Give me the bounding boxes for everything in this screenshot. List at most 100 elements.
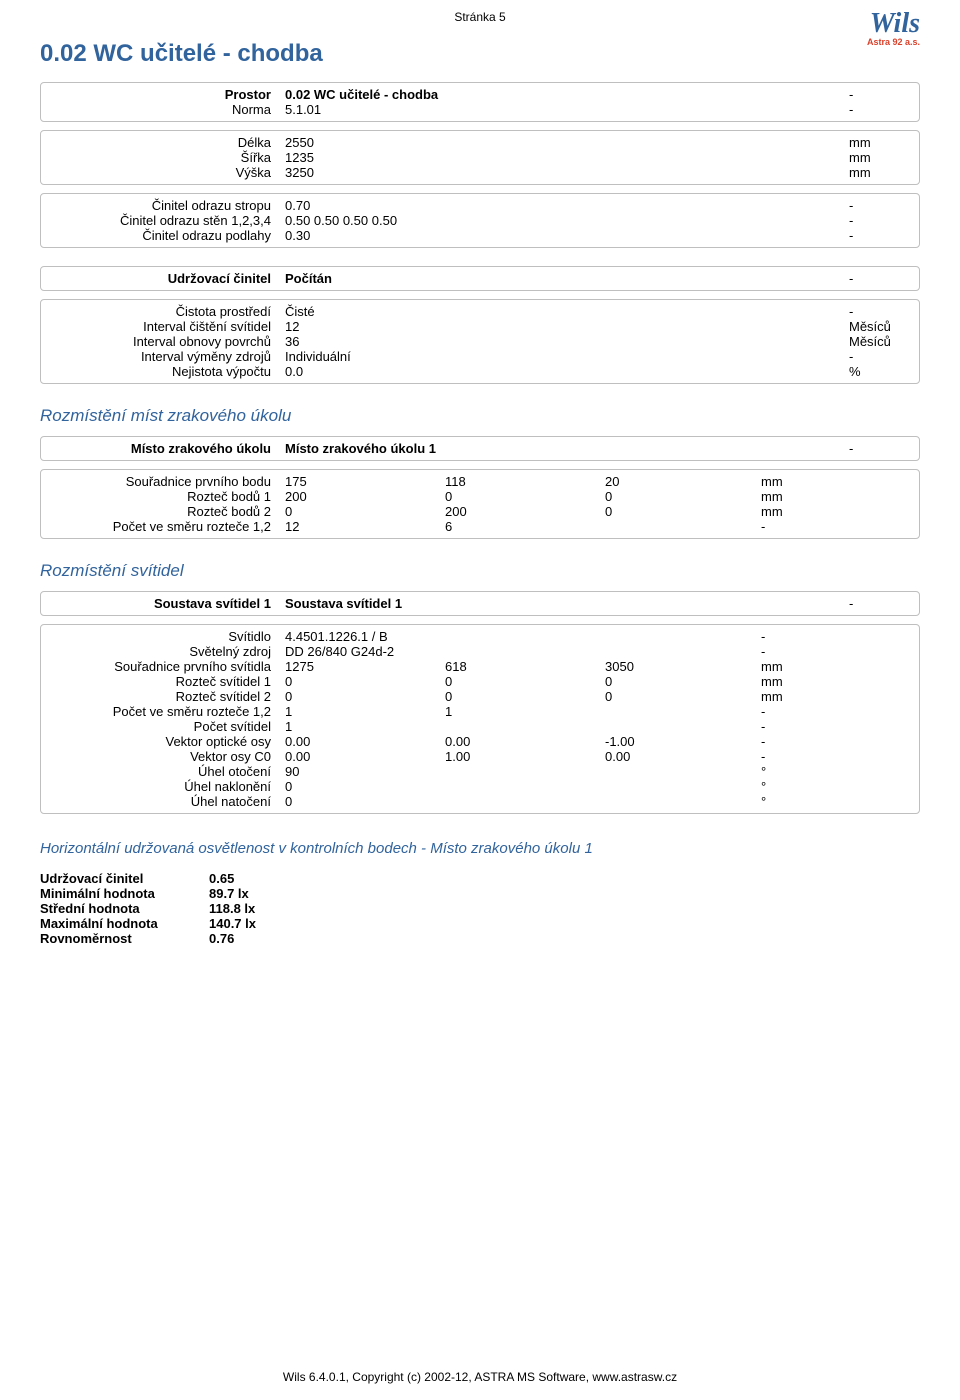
row-col-1: 90 — [281, 764, 441, 779]
row-label: Výška — [51, 165, 281, 180]
table-row: Minimální hodnota89.7 lx — [40, 886, 920, 901]
row-label: Délka — [51, 135, 281, 150]
row-col-3 — [601, 794, 761, 809]
row-value: 3250 — [281, 165, 849, 180]
row-unit: - — [761, 629, 821, 644]
row-col-2 — [441, 644, 601, 659]
row-col-2: 1.00 — [441, 749, 601, 764]
table-row: Interval čištění svítidel12Měsíců — [51, 319, 909, 334]
row-col-2: 118 — [441, 474, 601, 489]
row-value: Čisté — [281, 304, 849, 319]
row-unit: - — [849, 349, 909, 364]
row-label: Činitel odrazu podlahy — [51, 228, 281, 243]
table-row: Udržovací činitelPočítán- — [51, 271, 909, 286]
table-row: Úhel naklonění0 ° — [51, 779, 909, 794]
row-col-3: 3050 — [601, 659, 761, 674]
row-label: Souřadnice prvního bodu — [51, 474, 281, 489]
row-col-1: 0 — [281, 779, 441, 794]
table-row: Rozteč svítidel 1000mm — [51, 674, 909, 689]
row-col-3: 0 — [601, 674, 761, 689]
box-dimensions: Délka2550mmŠířka1235mmVýška3250mm — [40, 130, 920, 185]
table-row: Svítidlo4.4501.1226.1 / B- — [51, 629, 909, 644]
row-col-1: DD 26/840 G24d-2 — [281, 644, 441, 659]
row-col-1: 0 — [281, 504, 441, 519]
table-row: Rozteč svítidel 2000mm — [51, 689, 909, 704]
box-general: Prostor0.02 WC učitelé - chodba-Norma5.1… — [40, 82, 920, 122]
row-unit: Měsíců — [849, 334, 909, 349]
row-unit: - — [849, 441, 909, 456]
row-label: Úhel naklonění — [51, 779, 281, 794]
row-col-3 — [601, 719, 761, 734]
row-unit: % — [849, 364, 909, 379]
table-row: Rozteč bodů 202000mm — [51, 504, 909, 519]
row-unit: - — [849, 228, 909, 243]
row-unit: - — [849, 271, 909, 286]
row-unit: mm — [761, 474, 821, 489]
row-value: 140.7 lx — [205, 916, 920, 931]
row-unit: - — [761, 519, 821, 534]
row-label: Prostor — [51, 87, 281, 102]
box-lum: Svítidlo4.4501.1226.1 / B-Světelný zdroj… — [40, 624, 920, 814]
row-label: Počet ve směru rozteče 1,2 — [51, 519, 281, 534]
row-label: Vektor osy C0 — [51, 749, 281, 764]
row-col-1: 4.4501.1226.1 / B — [281, 629, 441, 644]
row-label: Rozteč svítidel 2 — [51, 689, 281, 704]
table-row: Počet svítidel1- — [51, 719, 909, 734]
table-row: Čistota prostředíČisté- — [51, 304, 909, 319]
row-value: 0.0 — [281, 364, 849, 379]
table-row: Vektor optické osy0.000.00-1.00- — [51, 734, 909, 749]
row-label: Střední hodnota — [40, 901, 205, 916]
row-col-2 — [441, 719, 601, 734]
table-row: Světelný zdrojDD 26/840 G24d-2- — [51, 644, 909, 659]
table-row: Rozteč bodů 120000mm — [51, 489, 909, 504]
section-title-stats: Horizontální udržovaná osvětlenost v kon… — [40, 840, 920, 857]
table-row: Nejistota výpočtu0.0% — [51, 364, 909, 379]
row-unit: - — [761, 734, 821, 749]
row-col-1: 0.00 — [281, 734, 441, 749]
row-col-2: 1 — [441, 704, 601, 719]
row-value: 0.70 — [281, 198, 849, 213]
box-task: Souřadnice prvního bodu17511820mmRozteč … — [40, 469, 920, 539]
row-col-3 — [601, 779, 761, 794]
row-label: Počet svítidel — [51, 719, 281, 734]
row-label: Nejistota výpočtu — [51, 364, 281, 379]
table-row: Souřadnice prvního bodu17511820mm — [51, 474, 909, 489]
row-unit: mm — [849, 150, 909, 165]
row-value: Individuální — [281, 349, 849, 364]
table-row: Maximální hodnota140.7 lx — [40, 916, 920, 931]
table-row: Interval obnovy povrchů36Měsíců — [51, 334, 909, 349]
row-col-1: 0.00 — [281, 749, 441, 764]
row-unit: mm — [761, 689, 821, 704]
row-label: Norma — [51, 102, 281, 117]
row-unit: ° — [761, 764, 821, 779]
row-value: Místo zrakového úkolu 1 — [281, 441, 849, 456]
logo: Wils Astra 92 a.s. — [867, 10, 920, 47]
row-value: 0.30 — [281, 228, 849, 243]
row-value: 0.65 — [205, 871, 920, 886]
row-unit: mm — [849, 165, 909, 180]
row-label: Rozteč bodů 1 — [51, 489, 281, 504]
row-label: Činitel odrazu stropu — [51, 198, 281, 213]
row-col-3: 20 — [601, 474, 761, 489]
table-row: Vektor osy C00.001.000.00- — [51, 749, 909, 764]
row-label: Rozteč svítidel 1 — [51, 674, 281, 689]
box-maintenance: Čistota prostředíČisté-Interval čištění … — [40, 299, 920, 384]
row-label: Souřadnice prvního svítidla — [51, 659, 281, 674]
table-row: Činitel odrazu stropu0.70- — [51, 198, 909, 213]
box-reflectance: Činitel odrazu stropu0.70-Činitel odrazu… — [40, 193, 920, 248]
row-label: Soustava svítidel 1 — [51, 596, 281, 611]
row-label: Úhel natočení — [51, 794, 281, 809]
row-unit: mm — [761, 674, 821, 689]
row-col-1: 0 — [281, 674, 441, 689]
table-row: Počet ve směru rozteče 1,2126- — [51, 519, 909, 534]
row-unit: mm — [761, 489, 821, 504]
row-unit: ° — [761, 779, 821, 794]
row-value: 0.76 — [205, 931, 920, 946]
row-unit: - — [849, 213, 909, 228]
box-lum-head: Soustava svítidel 1Soustava svítidel 1- — [40, 591, 920, 616]
row-col-1: 175 — [281, 474, 441, 489]
table-row: Místo zrakového úkoluMísto zrakového úko… — [51, 441, 909, 456]
table-row: Souřadnice prvního svítidla12756183050mm — [51, 659, 909, 674]
row-value: 5.1.01 — [281, 102, 849, 117]
row-col-3: 0 — [601, 489, 761, 504]
